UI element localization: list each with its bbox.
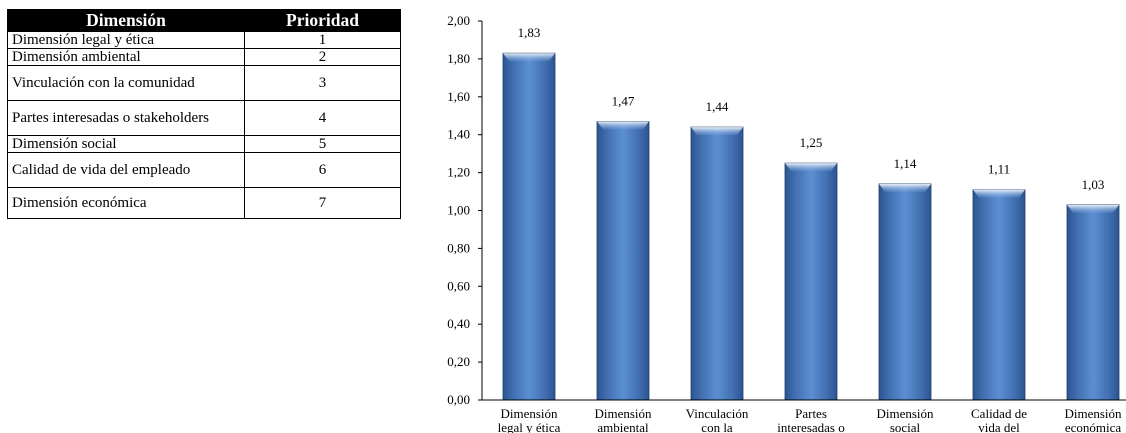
x-tick-label: Calidad de (971, 406, 1027, 421)
dimension-cell: Calidad de vida del empleado (7, 152, 245, 188)
bars (502, 52, 1120, 401)
dimension-cell: Dimensión ambiental (7, 48, 245, 66)
bar-body (784, 162, 838, 401)
table-header-row: Dimensión Prioridad (7, 9, 401, 32)
bar (1066, 204, 1120, 401)
priority-cell: 7 (244, 187, 401, 219)
data-label: 1,83 (518, 25, 541, 40)
table-row: Dimensión social 5 (7, 135, 401, 153)
dimension-cell: Partes interesadas o stakeholders (7, 100, 245, 136)
table-row: Vinculación con la comunidad 3 (7, 65, 401, 101)
bar-bevel (597, 121, 649, 130)
bar-body (1066, 204, 1120, 401)
bar (502, 52, 556, 401)
priority-bar-chart: 0,00 0,20 0,40 0,60 0,80 1,00 1,20 1,40 1,60 1,80… (447, 13, 1126, 433)
x-tick-label: Partes (795, 406, 827, 421)
dimension-cell: Dimensión legal y ética (7, 31, 245, 49)
data-label: 1,11 (988, 162, 1010, 177)
bar-body (502, 52, 556, 401)
priority-cell: 3 (244, 65, 401, 101)
x-tick-label: Vinculación (686, 406, 749, 421)
y-tick-label: 0,20 (447, 354, 470, 369)
data-labels: 1,83 1,47 1,44 1,25 1,14 1,11 1,03 (518, 25, 1105, 192)
table-row: Dimensión ambiental 2 (7, 48, 401, 66)
dimension-cell: Vinculación con la comunidad (7, 65, 245, 101)
bar (972, 189, 1026, 401)
table-row: Partes interesadas o stakeholders 4 (7, 100, 401, 136)
x-tick-label: Dimensión (876, 406, 934, 421)
table-row: Calidad de vida del empleado 6 (7, 152, 401, 188)
y-tick-label: 0,40 (447, 316, 470, 331)
priority-cell: 5 (244, 135, 401, 153)
y-tick-label: 1,40 (447, 127, 470, 142)
x-tick-label: ambiental (597, 420, 649, 433)
bar-bevel (785, 163, 837, 172)
bar (784, 162, 838, 401)
data-label: 1,47 (612, 93, 635, 108)
y-tick-label: 1,20 (447, 165, 470, 180)
x-tick-label: Dimensión (594, 406, 652, 421)
y-tick-label: 1,00 (447, 203, 470, 218)
bar-bevel (503, 53, 555, 62)
table-row: Dimensión económica 7 (7, 187, 401, 219)
bar (690, 126, 744, 401)
priority-cell: 6 (244, 152, 401, 188)
data-label: 1,44 (706, 99, 729, 114)
data-label: 1,25 (800, 135, 823, 150)
header-dimension: Dimensión (7, 9, 245, 32)
x-tick-label: vida del (978, 420, 1020, 433)
y-tick-label: 0,60 (447, 278, 470, 293)
bar-bevel (973, 189, 1025, 198)
x-tick-label: interesadas o (777, 420, 845, 433)
x-tick-label: legal y ética (498, 420, 561, 433)
y-axis-ticks: 0,00 0,20 0,40 0,60 0,80 1,00 1,20 1,40 1,60 1,80… (447, 13, 482, 407)
dimension-cell: Dimensión económica (7, 187, 245, 219)
x-tick-label: económica (1065, 420, 1122, 433)
bar-body (596, 121, 650, 401)
data-label: 1,14 (894, 156, 917, 171)
y-tick-label: 1,80 (447, 51, 470, 66)
x-tick-label: con la (701, 420, 733, 433)
bar-body (972, 189, 1026, 401)
bar-bevel (879, 183, 931, 192)
y-tick-label: 0,00 (447, 392, 470, 407)
x-tick-label: social (890, 420, 921, 433)
priority-cell: 1 (244, 31, 401, 49)
priority-cell: 4 (244, 100, 401, 136)
priority-cell: 2 (244, 48, 401, 66)
bar (596, 121, 650, 401)
bar-body (878, 183, 932, 401)
y-tick-label: 0,80 (447, 240, 470, 255)
bar-bevel (691, 127, 743, 136)
dimension-cell: Dimensión social (7, 135, 245, 153)
data-label: 1,03 (1082, 177, 1105, 192)
table-row: Dimensión legal y ética 1 (7, 31, 401, 49)
priority-table: Dimensión Prioridad Dimensión legal y ét… (7, 9, 401, 219)
x-tick-label: Dimensión (1064, 406, 1122, 421)
x-tick-label: Dimensión (500, 406, 558, 421)
bar-bevel (1067, 204, 1119, 213)
y-tick-label: 2,00 (447, 13, 470, 28)
y-tick-label: 1,60 (447, 89, 470, 104)
bar (878, 183, 932, 401)
bar-body (690, 126, 744, 401)
header-priority: Prioridad (244, 9, 401, 32)
